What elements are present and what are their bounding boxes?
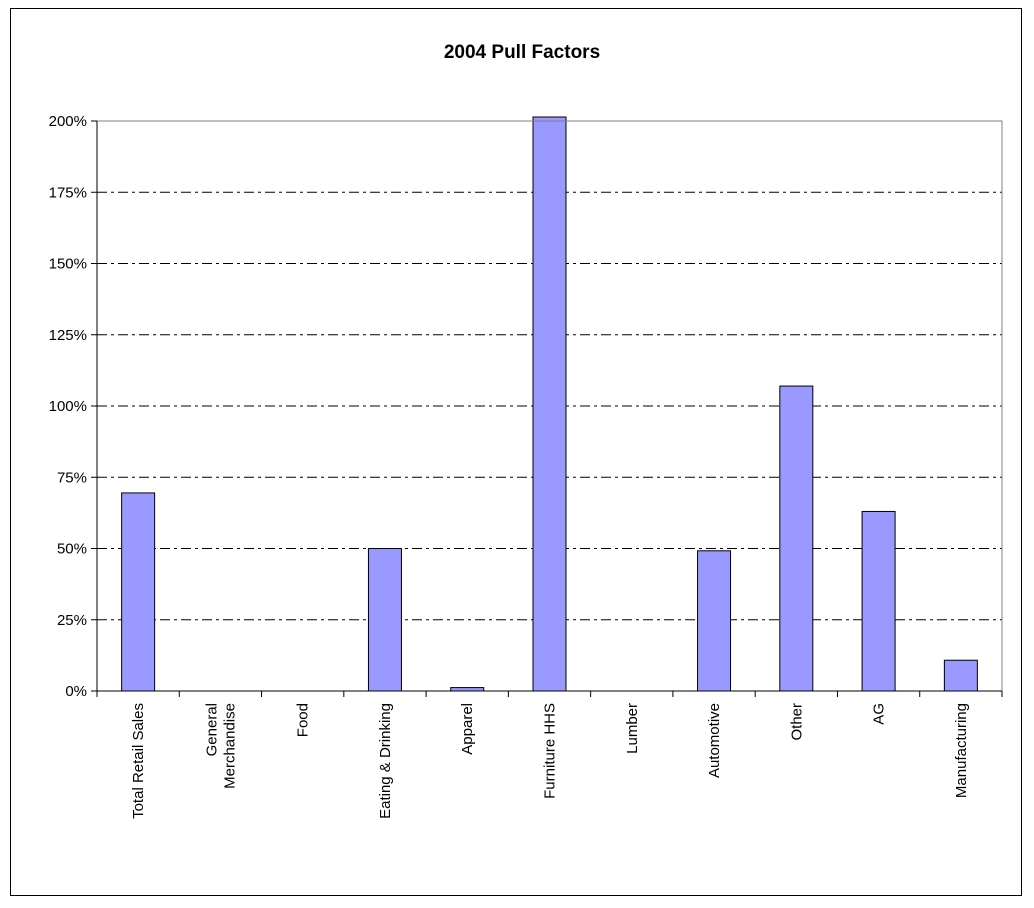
bar-7: [697, 550, 732, 692]
y-tick-label: 25%: [57, 612, 87, 629]
x-category-label: Furniture HHS: [542, 703, 559, 799]
y-tick-label: 125%: [49, 327, 87, 344]
x-category-label: Apparel: [459, 703, 476, 755]
axes: [91, 120, 1003, 697]
x-category-label: General: [203, 703, 220, 756]
bar-0: [121, 492, 156, 692]
y-tick-label: 175%: [49, 184, 87, 201]
x-category-label: Food: [295, 703, 312, 737]
x-category-label: Lumber: [624, 703, 641, 754]
x-category-label: Eating & Drinking: [377, 703, 394, 819]
x-category-label: Manufacturing: [953, 703, 970, 798]
bar-8: [779, 385, 814, 692]
x-category-label: Automotive: [706, 703, 723, 778]
y-tick-label: 150%: [49, 256, 87, 273]
chart-title: 2004 Pull Factors: [444, 42, 600, 63]
bar-9: [861, 510, 896, 692]
y-tick-label: 50%: [57, 541, 87, 558]
x-category-label: Merchandise: [221, 703, 238, 789]
bars: [121, 116, 978, 692]
y-tick-label: 0%: [65, 683, 87, 700]
y-tick-label: 100%: [49, 398, 87, 415]
x-category-label: AG: [871, 703, 888, 725]
bar-10: [943, 659, 978, 692]
x-category-labels: Total Retail Sales General Merchandise Food…: [130, 703, 970, 819]
bar-5: [532, 116, 567, 692]
bar-3: [367, 548, 402, 692]
y-tick-label: 75%: [57, 469, 87, 486]
x-category-label: Other: [788, 703, 805, 741]
y-tick-label: 200%: [49, 113, 87, 130]
x-category-label: Total Retail Sales: [130, 703, 147, 819]
bar-4: [450, 687, 485, 692]
y-tick-labels: 0% 25% 50% 75% 100% 125% 150% 175% 200%: [49, 113, 87, 700]
